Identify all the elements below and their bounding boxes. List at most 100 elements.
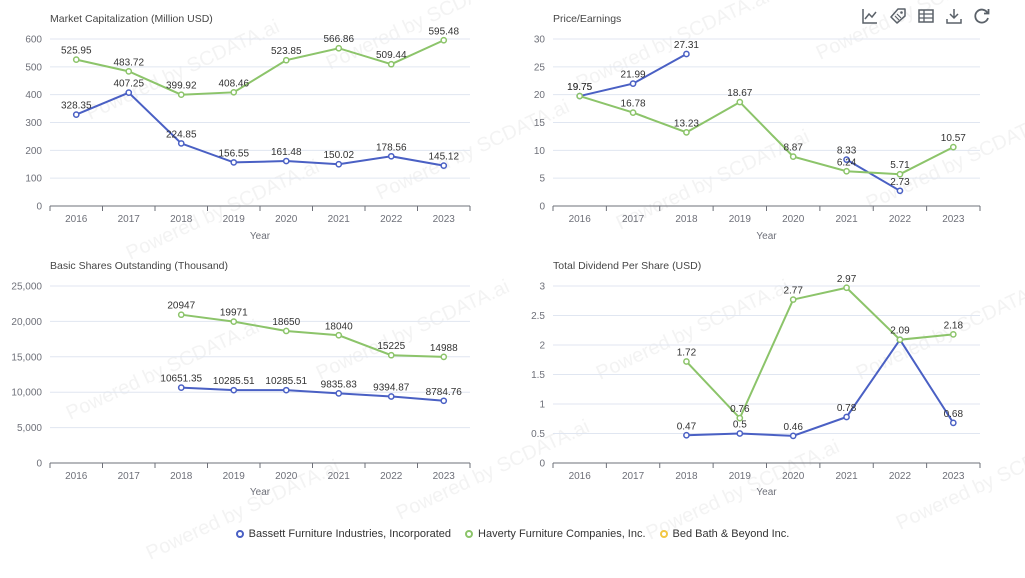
data-label: 566.86 (323, 34, 354, 45)
data-point[interactable] (335, 160, 343, 168)
chart-title: Total Dividend Per Share (USD) (553, 260, 701, 272)
data-point[interactable] (949, 143, 957, 151)
legend-item-bed-bath-beyond[interactable]: Bed Bath & Beyond Inc. (659, 528, 789, 540)
data-point[interactable] (230, 88, 238, 96)
data-point[interactable] (440, 162, 448, 169)
data-point[interactable] (789, 153, 797, 160)
data-label: 10285.51 (213, 376, 255, 387)
data-label: 595.48 (428, 26, 459, 37)
data-point[interactable] (789, 296, 797, 303)
legend-label: Bassett Furniture Industries, Incorporat… (248, 528, 452, 540)
chart-toolbar (860, 6, 992, 26)
data-label: 14988 (430, 343, 458, 354)
data-label: 8.33 (837, 146, 857, 157)
data-label: 2.77 (783, 286, 803, 297)
data-point[interactable] (949, 419, 957, 427)
data-point[interactable] (896, 170, 904, 178)
data-point[interactable] (125, 89, 133, 96)
series-1: 0.47 0.5 0.46 0.78 0.68 (677, 336, 963, 440)
refresh-icon[interactable] (972, 6, 992, 26)
line-chart-icon[interactable] (860, 6, 880, 26)
x-axis-title: Year (756, 487, 777, 498)
tag-icon[interactable] (888, 6, 908, 26)
data-point[interactable] (230, 159, 238, 166)
y-tick-label: 25 (534, 62, 546, 73)
data-point[interactable] (335, 331, 343, 339)
data-point[interactable] (282, 327, 290, 335)
data-label: 407.25 (113, 79, 144, 90)
data-point[interactable] (282, 56, 290, 64)
data-point[interactable] (282, 157, 290, 165)
data-point[interactable] (843, 284, 850, 292)
legend-item-bassett[interactable]: Bassett Furniture Industries, Incorporat… (235, 528, 452, 540)
chart-title: Market Capitalization (Million USD) (50, 13, 213, 25)
data-point[interactable] (576, 92, 584, 100)
data-point[interactable] (230, 386, 238, 394)
y-tick-label: 0 (539, 202, 545, 213)
data-point[interactable] (629, 80, 637, 87)
data-point[interactable] (387, 393, 395, 400)
data-point[interactable] (949, 331, 957, 338)
series-2: 20947 19971 18650 18040 15225 14988 (167, 301, 458, 361)
data-point[interactable] (230, 318, 238, 325)
data-point[interactable] (683, 50, 690, 58)
x-tick-label: 2020 (275, 214, 298, 225)
chart-panel-2: Price/Earnings 0 5 10 15 20 25 30 2016 2017 2018 20… (534, 13, 981, 242)
data-label: 0.5 (733, 420, 747, 431)
y-tick-label: 0 (36, 202, 42, 213)
data-point[interactable] (177, 91, 185, 99)
data-label: 0.76 (730, 404, 750, 415)
data-point[interactable] (896, 187, 904, 195)
x-tick-label: 2022 (380, 471, 403, 482)
x-tick-label: 2021 (835, 214, 858, 225)
data-point[interactable] (125, 68, 133, 75)
data-point[interactable] (629, 109, 637, 116)
data-point[interactable] (789, 432, 797, 440)
data-point[interactable] (896, 336, 904, 344)
data-point[interactable] (335, 390, 343, 397)
chart-title: Price/Earnings (553, 13, 621, 25)
x-tick-label: 2020 (782, 214, 805, 225)
data-point[interactable] (736, 98, 744, 106)
series-line (76, 39, 445, 96)
x-tick-label: 2021 (328, 471, 351, 482)
download-icon[interactable] (944, 6, 964, 26)
data-point[interactable] (177, 311, 185, 319)
data-point[interactable] (843, 413, 850, 421)
data-point[interactable] (683, 358, 690, 365)
data-point[interactable] (440, 397, 448, 405)
data-label: 328.35 (61, 101, 92, 112)
data-label: 9835.83 (321, 379, 358, 390)
data-point[interactable] (282, 386, 290, 394)
data-point[interactable] (683, 129, 690, 136)
data-point[interactable] (736, 430, 744, 437)
legend-marker (465, 530, 474, 538)
data-point[interactable] (72, 111, 80, 118)
data-label: 483.72 (113, 57, 144, 68)
data-label: 6.24 (837, 157, 857, 168)
series-line (846, 158, 901, 192)
data-point[interactable] (387, 152, 395, 160)
data-point[interactable] (177, 384, 185, 391)
data-point[interactable] (736, 414, 744, 422)
chart-panel-1: Market Capitalization (Million USD) 0 100 2… (25, 13, 471, 242)
y-tick-label: 2 (539, 341, 545, 352)
data-point[interactable] (387, 60, 395, 68)
data-point[interactable] (72, 56, 80, 63)
series-2: 525.95 483.72 399.92 408.46 523.85 566.86 509.… (61, 26, 459, 99)
data-point[interactable] (335, 44, 343, 52)
data-point[interactable] (440, 36, 448, 44)
data-view-icon[interactable] (916, 6, 936, 26)
series-line (579, 95, 954, 176)
data-point[interactable] (843, 167, 850, 175)
legend-marker (659, 530, 668, 538)
x-tick-label: 2018 (170, 214, 193, 225)
y-tick-label: 600 (25, 35, 42, 46)
data-point[interactable] (387, 351, 395, 359)
data-point[interactable] (843, 156, 850, 163)
legend-item-haverty[interactable]: Haverty Furniture Companies, Inc. (465, 528, 646, 540)
data-point[interactable] (683, 431, 690, 439)
data-point[interactable] (440, 353, 448, 361)
data-point[interactable] (177, 140, 185, 147)
